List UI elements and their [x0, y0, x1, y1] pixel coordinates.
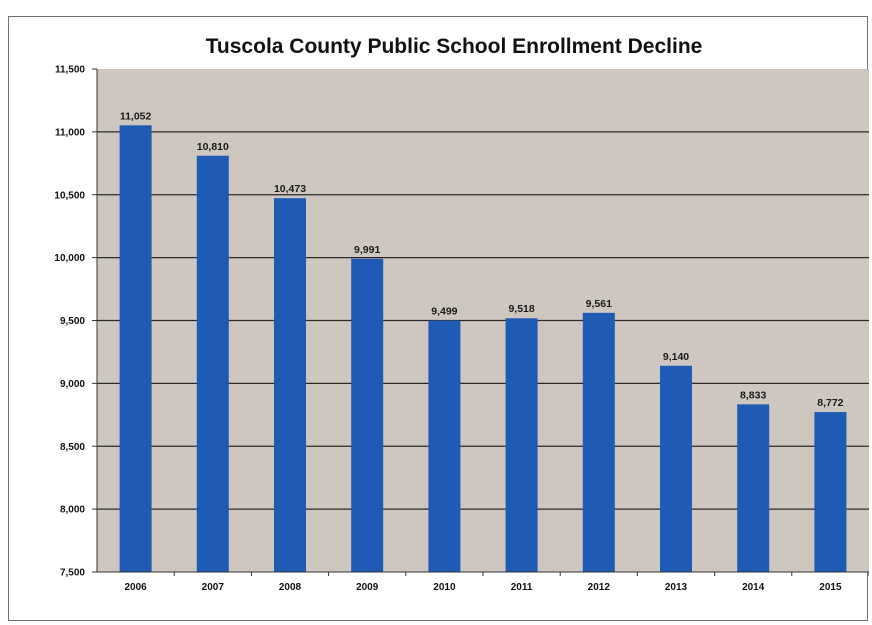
x-tick-label: 2011 [511, 582, 533, 593]
data-label: 8,833 [740, 389, 766, 401]
x-tick-label: 2010 [433, 582, 456, 593]
bar [274, 198, 306, 572]
y-tick-label: 11,500 [55, 65, 85, 76]
x-tick-label: 2007 [202, 582, 225, 593]
data-label: 10,473 [274, 183, 306, 195]
data-label: 9,991 [354, 244, 380, 256]
x-tick-label: 2009 [356, 582, 379, 593]
data-label: 9,140 [663, 351, 689, 363]
data-label: 9,499 [431, 306, 457, 318]
data-label: 11,052 [120, 110, 152, 122]
data-label: 8,772 [817, 397, 843, 409]
y-tick-label: 9,000 [60, 379, 85, 390]
bar [351, 258, 384, 572]
data-label: 9,561 [586, 298, 612, 310]
y-tick-label: 9,500 [60, 316, 85, 327]
y-tick-label: 8,500 [60, 442, 85, 453]
x-axis: 2006 2007 2008 2009 2010 2011 2012 2013 2014 2015 [97, 571, 869, 593]
bar [505, 318, 538, 572]
y-tick-label: 7,500 [60, 568, 85, 579]
bar [814, 412, 847, 572]
y-tick-label: 10,000 [54, 253, 85, 264]
x-tick-label: 2012 [588, 582, 611, 593]
bars: 11,052 10,810 10,473 9,991 9,499 9,518 9,561 9,… [119, 110, 847, 572]
x-tick-label: 2015 [819, 582, 842, 593]
bar-chart: Tuscola County Public School Enrollment … [54, 35, 869, 593]
y-tick-label: 10,500 [54, 190, 85, 201]
chart-frame: Tuscola County Public School Enrollment … [8, 16, 869, 621]
bar [119, 125, 152, 572]
y-tick-label: 8,000 [60, 505, 85, 516]
bar [196, 155, 229, 572]
bar [660, 365, 692, 572]
x-tick-label: 2008 [279, 582, 302, 593]
bar [582, 312, 615, 572]
data-label: 9,518 [508, 303, 534, 315]
y-tick-label: 11,000 [55, 127, 85, 138]
x-tick-label: 2013 [665, 582, 688, 593]
data-label: 10,810 [197, 141, 229, 153]
x-tick-label: 2014 [742, 582, 765, 593]
x-tick-label: 2006 [124, 582, 147, 593]
bar [428, 320, 461, 572]
y-axis: 7,500 8,000 8,500 9,000 9,500 10,000 10,500 11,… [54, 65, 98, 579]
bar [737, 404, 770, 572]
chart-title: Tuscola County Public School Enrollment … [206, 35, 703, 58]
